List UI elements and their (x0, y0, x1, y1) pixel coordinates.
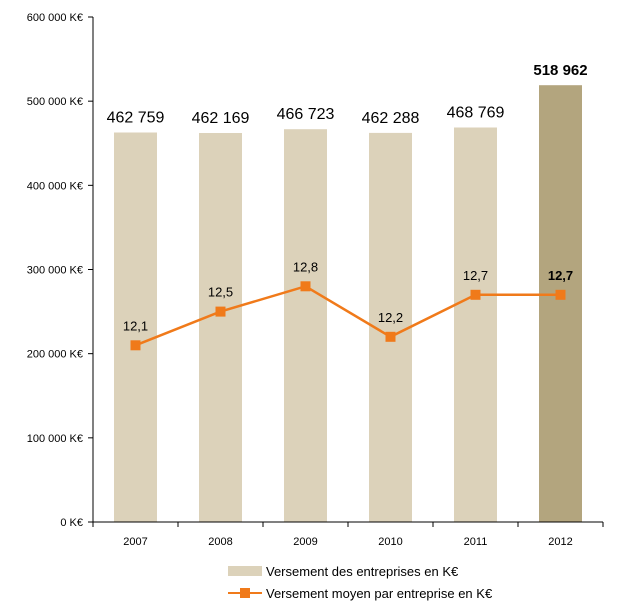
bar-value-label-2012: 518 962 (533, 62, 587, 79)
line-value-label-2008: 12,5 (208, 285, 233, 300)
line-marker-2008 (215, 306, 226, 317)
bar-value-label-2009: 466 723 (277, 106, 335, 123)
bar-2012 (539, 85, 582, 522)
y-tick-label-0: 0 K€ (60, 517, 83, 529)
line-marker-2012 (555, 289, 566, 300)
y-tick-label-1: 100 000 K€ (27, 433, 83, 445)
line-marker-2007 (130, 340, 141, 351)
x-tick-label-2007: 2007 (123, 536, 147, 548)
bar-2011 (454, 127, 497, 522)
legend: Versement des entreprises en K€ Versemen… (228, 560, 492, 604)
bar-value-label-2007: 462 759 (107, 110, 165, 127)
line-series-path (135, 284, 561, 347)
bar-value-label-2011: 468 769 (447, 105, 505, 122)
x-tick-label-2009: 2009 (293, 536, 317, 548)
x-tick-label-2008: 2008 (208, 536, 232, 548)
line-value-label-2009: 12,8 (293, 259, 318, 274)
bar-value-label-2008: 462 169 (192, 110, 250, 127)
x-tick-label-2010: 2010 (378, 536, 402, 548)
legend-item-line: Versement moyen par entreprise en K€ (228, 582, 492, 604)
line-marker-2011 (470, 289, 481, 300)
y-tick-label-6: 600 000 K€ (27, 12, 83, 24)
line-value-label-2010: 12,2 (378, 310, 403, 325)
x-tick-label-2011: 2011 (464, 536, 488, 548)
line-marker-2009 (300, 281, 311, 292)
legend-bar-label: Versement des entreprises en K€ (266, 563, 459, 579)
y-tick-label-5: 500 000 K€ (27, 96, 83, 108)
bar-value-label-2010: 462 288 (362, 110, 420, 127)
legend-line-swatch (228, 588, 262, 598)
y-tick-label-3: 300 000 K€ (27, 265, 83, 277)
legend-line-label: Versement moyen par entreprise en K€ (266, 585, 493, 601)
y-tick-label-4: 400 000 K€ (27, 180, 83, 192)
y-tick-label-2: 200 000 K€ (27, 349, 83, 361)
line-value-label-2012: 12,7 (548, 268, 573, 283)
bar-2008 (199, 133, 242, 522)
bar-2009 (284, 129, 327, 522)
x-tick-label-2012: 2012 (548, 536, 572, 548)
legend-item-bar: Versement des entreprises en K€ (228, 560, 492, 582)
legend-bar-swatch (228, 566, 262, 576)
line-value-label-2007: 12,1 (123, 318, 148, 333)
line-marker-2010 (385, 331, 396, 342)
bar-2007 (114, 132, 157, 522)
line-value-label-2011: 12,7 (463, 268, 488, 283)
